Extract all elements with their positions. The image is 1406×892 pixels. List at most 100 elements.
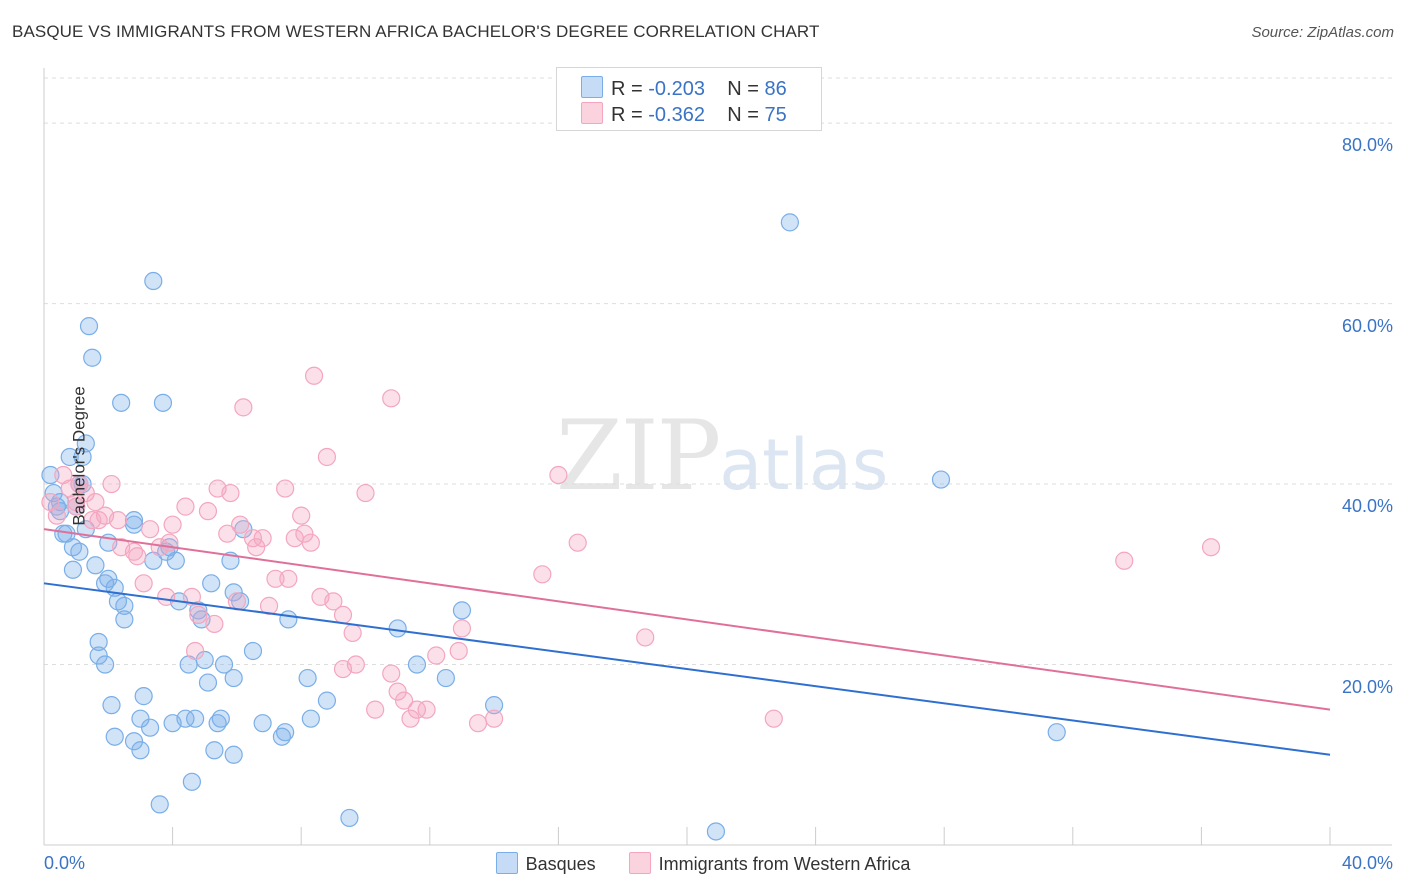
basques-point <box>452 601 472 620</box>
basques-trend-line <box>43 582 1331 756</box>
watermark-atlas: atlas <box>719 424 889 506</box>
series-legend: Basques Immigrants from Western Africa <box>0 852 1406 875</box>
basques-point <box>153 393 173 412</box>
chart-title: BASQUE VS IMMIGRANTS FROM WESTERN AFRICA… <box>12 22 820 41</box>
source-label: Source: ZipAtlas.com <box>1251 24 1394 41</box>
immigrants-point <box>189 605 208 625</box>
immigrants-point <box>259 596 279 615</box>
immigrants-point <box>449 641 468 661</box>
basques-point <box>131 741 150 760</box>
y-tick-label: 20.0% <box>1341 676 1393 697</box>
legend-item-immigrants[interactable]: Immigrants from Western Africa <box>628 852 910 875</box>
basques-point <box>63 560 83 579</box>
basques-point <box>243 641 263 661</box>
y-axis-label: Bachelor's Degree <box>69 386 89 526</box>
immigrants-point <box>253 529 272 548</box>
basques-point <box>186 709 205 728</box>
basques-point <box>931 470 951 489</box>
basques-point <box>124 511 144 530</box>
r-label: R = <box>611 78 643 100</box>
immigrants-point <box>292 506 311 525</box>
basques-point <box>150 795 169 814</box>
immigrants-point <box>70 474 89 494</box>
x-tick-label-min: 0.0% <box>44 853 86 873</box>
immigrants-point <box>356 483 375 503</box>
basques-point <box>198 673 218 692</box>
basques-point <box>340 808 359 828</box>
basques-point <box>105 727 124 746</box>
immigrants-trend-line <box>43 528 1331 711</box>
immigrants-point <box>388 682 407 701</box>
immigrants-point <box>157 587 176 606</box>
immigrants-point <box>301 533 320 552</box>
basques-point <box>70 542 89 561</box>
legend-label-basques: Basques <box>525 854 596 874</box>
n-label: N = <box>727 78 759 100</box>
basques-point <box>76 520 95 539</box>
basques-point <box>301 709 320 728</box>
basques-point <box>436 668 455 688</box>
immigrants-point <box>549 465 568 485</box>
basques-point <box>76 434 95 453</box>
immigrants-point <box>67 493 86 512</box>
immigrants-point <box>407 700 427 719</box>
basques-point <box>253 714 272 733</box>
immigrants-point <box>128 547 147 566</box>
immigrants-point <box>279 569 298 588</box>
immigrants-point <box>47 506 66 525</box>
legend-item-basques[interactable]: Basques <box>495 852 596 875</box>
watermark: ZIPatlas <box>556 400 888 512</box>
immigrants-point <box>485 709 504 728</box>
immigrants-point <box>452 619 472 638</box>
r-label: R = <box>611 104 643 126</box>
basques-swatch <box>581 76 603 98</box>
correlation-legend: R = -0.203 N = 86 R = -0.362 N = 75 <box>556 67 822 131</box>
r-value: -0.203 <box>648 78 705 100</box>
basques-point <box>182 772 201 791</box>
immigrants-point <box>366 700 385 719</box>
immigrants-point <box>205 614 224 634</box>
immigrants-point <box>231 515 250 534</box>
y-tick-label: 80.0% <box>1341 135 1393 156</box>
immigrants-point <box>266 569 285 588</box>
basques-point <box>211 709 230 728</box>
basques-point <box>276 723 295 742</box>
n-value: 86 <box>764 78 787 100</box>
trend-lines <box>43 528 1331 756</box>
basques-point <box>60 447 79 467</box>
immigrants-point <box>568 533 587 552</box>
immigrants-swatch <box>581 102 603 124</box>
immigrants-point <box>295 524 314 543</box>
legend-row-basques: R = -0.203 N = 86 <box>581 76 787 100</box>
immigrants-point <box>382 389 401 408</box>
basques-point <box>176 709 195 728</box>
x-tick-label-max: 40.0% <box>1341 853 1393 873</box>
immigrants-point <box>317 447 337 467</box>
immigrants-point <box>764 709 783 728</box>
immigrants-point <box>221 483 240 503</box>
basques-point <box>485 696 504 715</box>
grid-lines <box>44 77 1392 666</box>
basques-point <box>112 393 131 412</box>
basques-point <box>780 213 799 232</box>
basques-point <box>214 655 234 674</box>
immigrants-point <box>218 524 237 543</box>
basques-point <box>1047 723 1066 742</box>
immigrants-point <box>198 502 218 521</box>
immigrants-point <box>234 398 253 417</box>
basques-point <box>298 668 317 688</box>
n-value: 75 <box>764 104 787 126</box>
basques-point <box>79 317 99 336</box>
basques-point <box>144 271 163 291</box>
immigrants-point <box>160 533 179 552</box>
axes <box>43 68 1392 846</box>
basques-point <box>140 718 160 737</box>
basques-point <box>41 465 60 485</box>
y-tick-label: 40.0% <box>1341 496 1393 517</box>
immigrants-point <box>346 655 365 674</box>
basques-point <box>95 655 115 674</box>
immigrants-point <box>182 587 201 606</box>
basques-legend-swatch <box>495 852 518 874</box>
immigrants-point <box>140 520 160 539</box>
